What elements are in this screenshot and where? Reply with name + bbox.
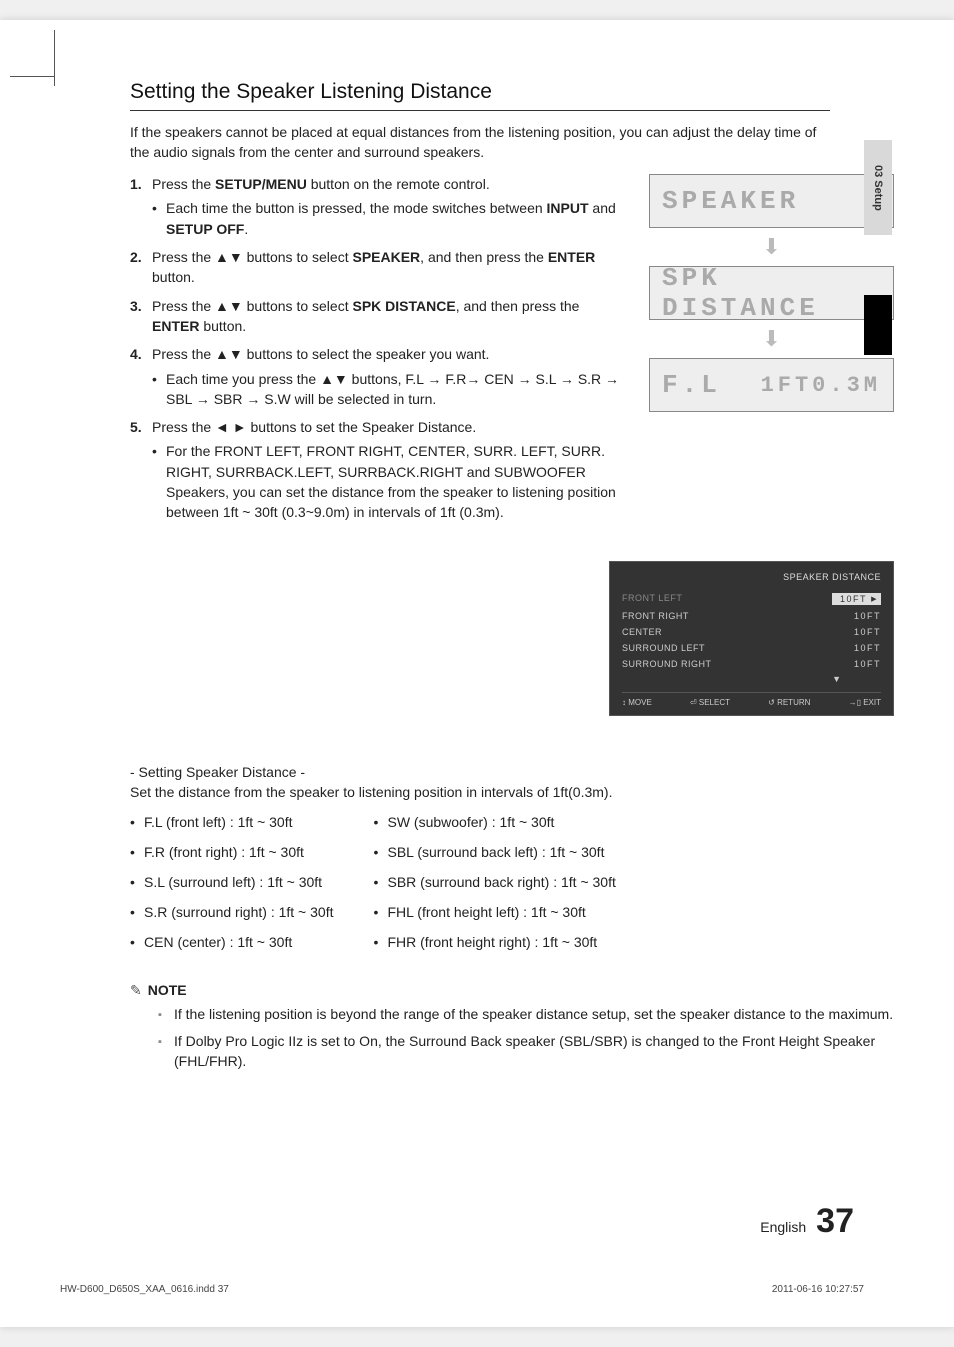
print-footer-right: 2011-06-16 10:27:57: [772, 1284, 864, 1295]
step-3: Press the ▲▼ buttons to select SPK DISTA…: [130, 296, 629, 337]
range-item: F.L (front left) : 1ft ~ 30ft: [130, 814, 333, 830]
range-item: SBL (surround back left) : 1ft ~ 30ft: [373, 844, 615, 860]
note-item: If the listening position is beyond the …: [130, 1005, 894, 1025]
range-item: FHL (front height left) : 1ft ~ 30ft: [373, 904, 615, 920]
lcd-display-1: SPEAKER: [649, 174, 894, 228]
display-illustrations: SPEAKER ⬇ SPK DISTANCE ⬇ F.L 1FT0.3M: [649, 174, 894, 530]
intro-paragraph: If the speakers cannot be placed at equa…: [130, 123, 830, 162]
osd-footer: ↕ MOVE ⏎ SELECT ↺ RETURN →▯ EXIT: [622, 692, 881, 707]
subsection-desc: Set the distance from the speaker to lis…: [130, 784, 894, 800]
lcd-display-2: SPK DISTANCE: [649, 266, 894, 320]
step-5: Press the ◄ ► buttons to set the Speaker…: [130, 417, 629, 522]
print-footer-left: HW-D600_D650S_XAA_0616.indd 37: [60, 1284, 229, 1295]
crop-mark: [54, 30, 55, 86]
step-4: Press the ▲▼ buttons to select the speak…: [130, 344, 629, 409]
step-list: Press the SETUP/MENU button on the remot…: [130, 174, 629, 522]
step-1: Press the SETUP/MENU button on the remot…: [130, 174, 629, 239]
lcd-display-3: F.L 1FT0.3M: [649, 358, 894, 412]
manual-page: 03 Setup Setting the Speaker Listening D…: [0, 20, 954, 1327]
step-5-sub: For the FRONT LEFT, FRONT RIGHT, CENTER,…: [152, 441, 629, 522]
instructions-column: Press the SETUP/MENU button on the remot…: [130, 174, 629, 530]
range-item: S.L (surround left) : 1ft ~ 30ft: [130, 874, 333, 890]
osd-move-hint: ↕ MOVE: [622, 698, 652, 707]
osd-select-hint: ⏎ SELECT: [690, 698, 730, 707]
page-footer: English 37: [760, 1202, 854, 1241]
range-list-left: F.L (front left) : 1ft ~ 30ft F.R (front …: [130, 814, 333, 964]
osd-panel: SPEAKER DISTANCE FRONT LEFT10FTFRONT RIG…: [609, 561, 894, 716]
section-tab-label: 03 Setup: [872, 165, 884, 211]
footer-language: English: [760, 1219, 806, 1235]
osd-title: SPEAKER DISTANCE: [622, 572, 881, 582]
osd-row: CENTER10FT: [622, 624, 881, 640]
osd-scroll-down-icon: ▼: [622, 674, 881, 684]
osd-row: SURROUND LEFT10FT: [622, 640, 881, 656]
step-1-sub: Each time the button is pressed, the mod…: [152, 198, 629, 239]
range-columns: F.L (front left) : 1ft ~ 30ft F.R (front …: [130, 814, 894, 964]
osd-exit-hint: →▯ EXIT: [849, 698, 881, 707]
osd-return-hint: ↺ RETURN: [768, 698, 810, 707]
range-list-right: SW (subwoofer) : 1ft ~ 30ft SBL (surround…: [373, 814, 615, 964]
range-item: FHR (front height right) : 1ft ~ 30ft: [373, 934, 615, 950]
osd-row: SURROUND RIGHT10FT: [622, 656, 881, 672]
crop-mark: [10, 76, 54, 77]
osd-row: FRONT LEFT10FT: [622, 590, 881, 608]
range-item: CEN (center) : 1ft ~ 30ft: [130, 934, 333, 950]
note-item: If Dolby Pro Logic IIz is set to On, the…: [130, 1032, 894, 1071]
page-number: 37: [816, 1202, 854, 1241]
subsection-head: - Setting Speaker Distance -: [130, 764, 894, 780]
section-tab: 03 Setup: [864, 140, 892, 235]
range-item: SW (subwoofer) : 1ft ~ 30ft: [373, 814, 615, 830]
range-item: SBR (surround back right) : 1ft ~ 30ft: [373, 874, 615, 890]
step-4-sub: Each time you press the ▲▼ buttons, F.L …: [152, 369, 629, 410]
step-2: Press the ▲▼ buttons to select SPEAKER, …: [130, 247, 629, 288]
down-arrow-icon: ⬇: [649, 234, 894, 260]
note-block: NOTE If the listening position is beyond…: [130, 982, 894, 1072]
range-item: F.R (front right) : 1ft ~ 30ft: [130, 844, 333, 860]
osd-row: FRONT RIGHT10FT: [622, 608, 881, 624]
page-title: Setting the Speaker Listening Distance: [130, 80, 830, 111]
range-item: S.R (surround right) : 1ft ~ 30ft: [130, 904, 333, 920]
down-arrow-icon: ⬇: [649, 326, 894, 352]
note-head: NOTE: [130, 982, 894, 999]
note-list: If the listening position is beyond the …: [130, 1005, 894, 1072]
side-black-mark: [864, 295, 892, 355]
